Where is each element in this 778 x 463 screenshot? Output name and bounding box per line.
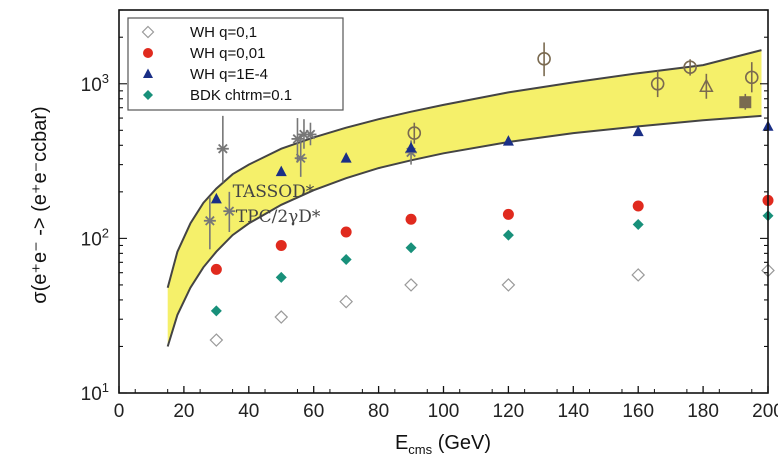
x-tick-label: 180	[687, 401, 719, 422]
legend-label: WH q=0,01	[190, 45, 265, 62]
series-2-point	[340, 152, 352, 163]
x-tick-label: 200	[752, 401, 778, 422]
measurement-point	[537, 52, 551, 66]
measurement-point	[683, 60, 697, 74]
measurement-point	[294, 153, 307, 164]
band-layer	[166, 49, 762, 347]
legend-marker	[141, 25, 155, 39]
x-axis-title-sub: cms	[408, 442, 432, 457]
measurement-point	[304, 129, 317, 140]
legend-label: BDK chtrm=0.1	[190, 87, 292, 104]
series-3-point	[502, 229, 514, 241]
y-tick-label-base: 10	[81, 229, 102, 250]
series-0-point	[274, 310, 289, 324]
series-3-point	[340, 254, 352, 266]
x-tick-label: 0	[114, 401, 125, 422]
y-tick-label: 103	[81, 71, 109, 96]
series-2-point	[632, 125, 644, 137]
measurements-layer	[203, 42, 759, 250]
series-1-point	[632, 200, 644, 212]
measurement-point	[203, 215, 216, 226]
measurement-point	[739, 96, 752, 109]
legend-marker	[143, 68, 153, 78]
series-1-point	[502, 208, 514, 220]
x-tick-label: 60	[303, 401, 324, 422]
band-upper-edge	[166, 49, 762, 288]
x-tick-label: 20	[173, 401, 194, 422]
series-0-point	[339, 294, 353, 309]
series-0-point	[404, 278, 418, 292]
series-3-point	[632, 218, 644, 230]
measurement-point	[650, 76, 665, 91]
series-0-point	[209, 333, 224, 347]
band-lower-edge	[166, 114, 762, 347]
x-tick-label: 80	[368, 401, 389, 422]
measurement-point	[699, 78, 714, 93]
x-axis-title-main: E	[395, 432, 408, 454]
series-0-point	[631, 268, 646, 282]
x-axis-title: Ecms (GeV)	[395, 432, 491, 457]
y-tick-label: 101	[81, 380, 109, 405]
x-tick-label: 160	[622, 401, 654, 422]
legend-label: WH q=1E-4	[190, 66, 268, 83]
measurement-point	[407, 126, 422, 140]
series-1-point	[405, 213, 417, 225]
annotation-label: TPC/2γD*	[236, 207, 321, 227]
x-tick-label: 40	[238, 401, 259, 422]
series-2-point	[405, 141, 417, 153]
x-axis-title-rest: (GeV)	[432, 432, 491, 454]
y-tick-label: 102	[81, 225, 109, 250]
series-1-point	[340, 226, 352, 238]
series-3-point	[210, 305, 222, 317]
y-tick-label-exponent: 2	[102, 225, 109, 240]
series-3-point	[405, 242, 417, 254]
x-tick-label: 120	[493, 401, 525, 422]
legend: WH q=0,1 WH q=0,01 WH q=1E-4 BDK chtrm=0.1	[127, 17, 344, 111]
legend-marker	[143, 48, 153, 58]
x-tick-label: 100	[428, 401, 460, 422]
series-2-point	[275, 165, 287, 177]
y-tick-label-exponent: 1	[102, 380, 109, 395]
measurement-point	[223, 206, 236, 216]
annotations-layer: TASSOD* TPC/2γD*	[233, 182, 321, 227]
y-tick-label-exponent: 3	[102, 71, 109, 86]
legend-label: WH q=0,1	[190, 24, 257, 41]
series-2-point	[210, 192, 222, 204]
series-layer	[209, 120, 775, 347]
series-1-point	[210, 263, 222, 275]
legend-marker	[143, 90, 153, 100]
band-fill	[167, 50, 762, 347]
ticks-layer: 020406080100120140160180200101102103	[81, 9, 778, 422]
measurement-point	[216, 143, 229, 154]
y-tick-label-base: 10	[81, 384, 102, 405]
measurement-point	[744, 70, 759, 85]
legend-frame	[127, 17, 344, 111]
y-axis-title: σ(e⁺e⁻ -> (e⁺e⁻ccbar)	[29, 106, 51, 303]
x-tick-label: 140	[557, 401, 589, 422]
y-tick-label-base: 10	[81, 75, 102, 96]
annotation-label: TASSOD*	[233, 182, 315, 202]
series-2-point	[502, 135, 514, 146]
series-0-point	[501, 278, 516, 292]
series-1-point	[275, 239, 287, 251]
series-3-point	[275, 271, 287, 283]
